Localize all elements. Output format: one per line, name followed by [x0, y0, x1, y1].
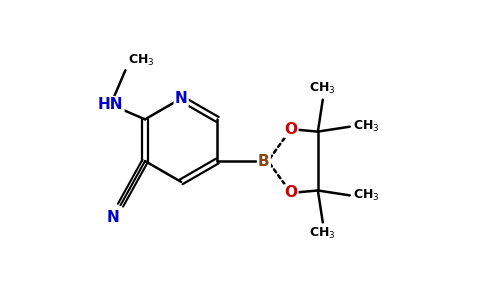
- Text: CH$_3$: CH$_3$: [128, 53, 154, 68]
- Text: CH$_3$: CH$_3$: [353, 119, 380, 134]
- Text: O: O: [285, 122, 297, 136]
- Text: N: N: [175, 91, 187, 106]
- Text: N: N: [107, 210, 120, 225]
- Text: CH$_3$: CH$_3$: [309, 226, 336, 241]
- Text: B: B: [258, 154, 270, 169]
- Text: CH$_3$: CH$_3$: [353, 188, 380, 203]
- Text: O: O: [285, 185, 297, 200]
- Text: CH$_3$: CH$_3$: [309, 81, 336, 96]
- Text: HN: HN: [98, 97, 123, 112]
